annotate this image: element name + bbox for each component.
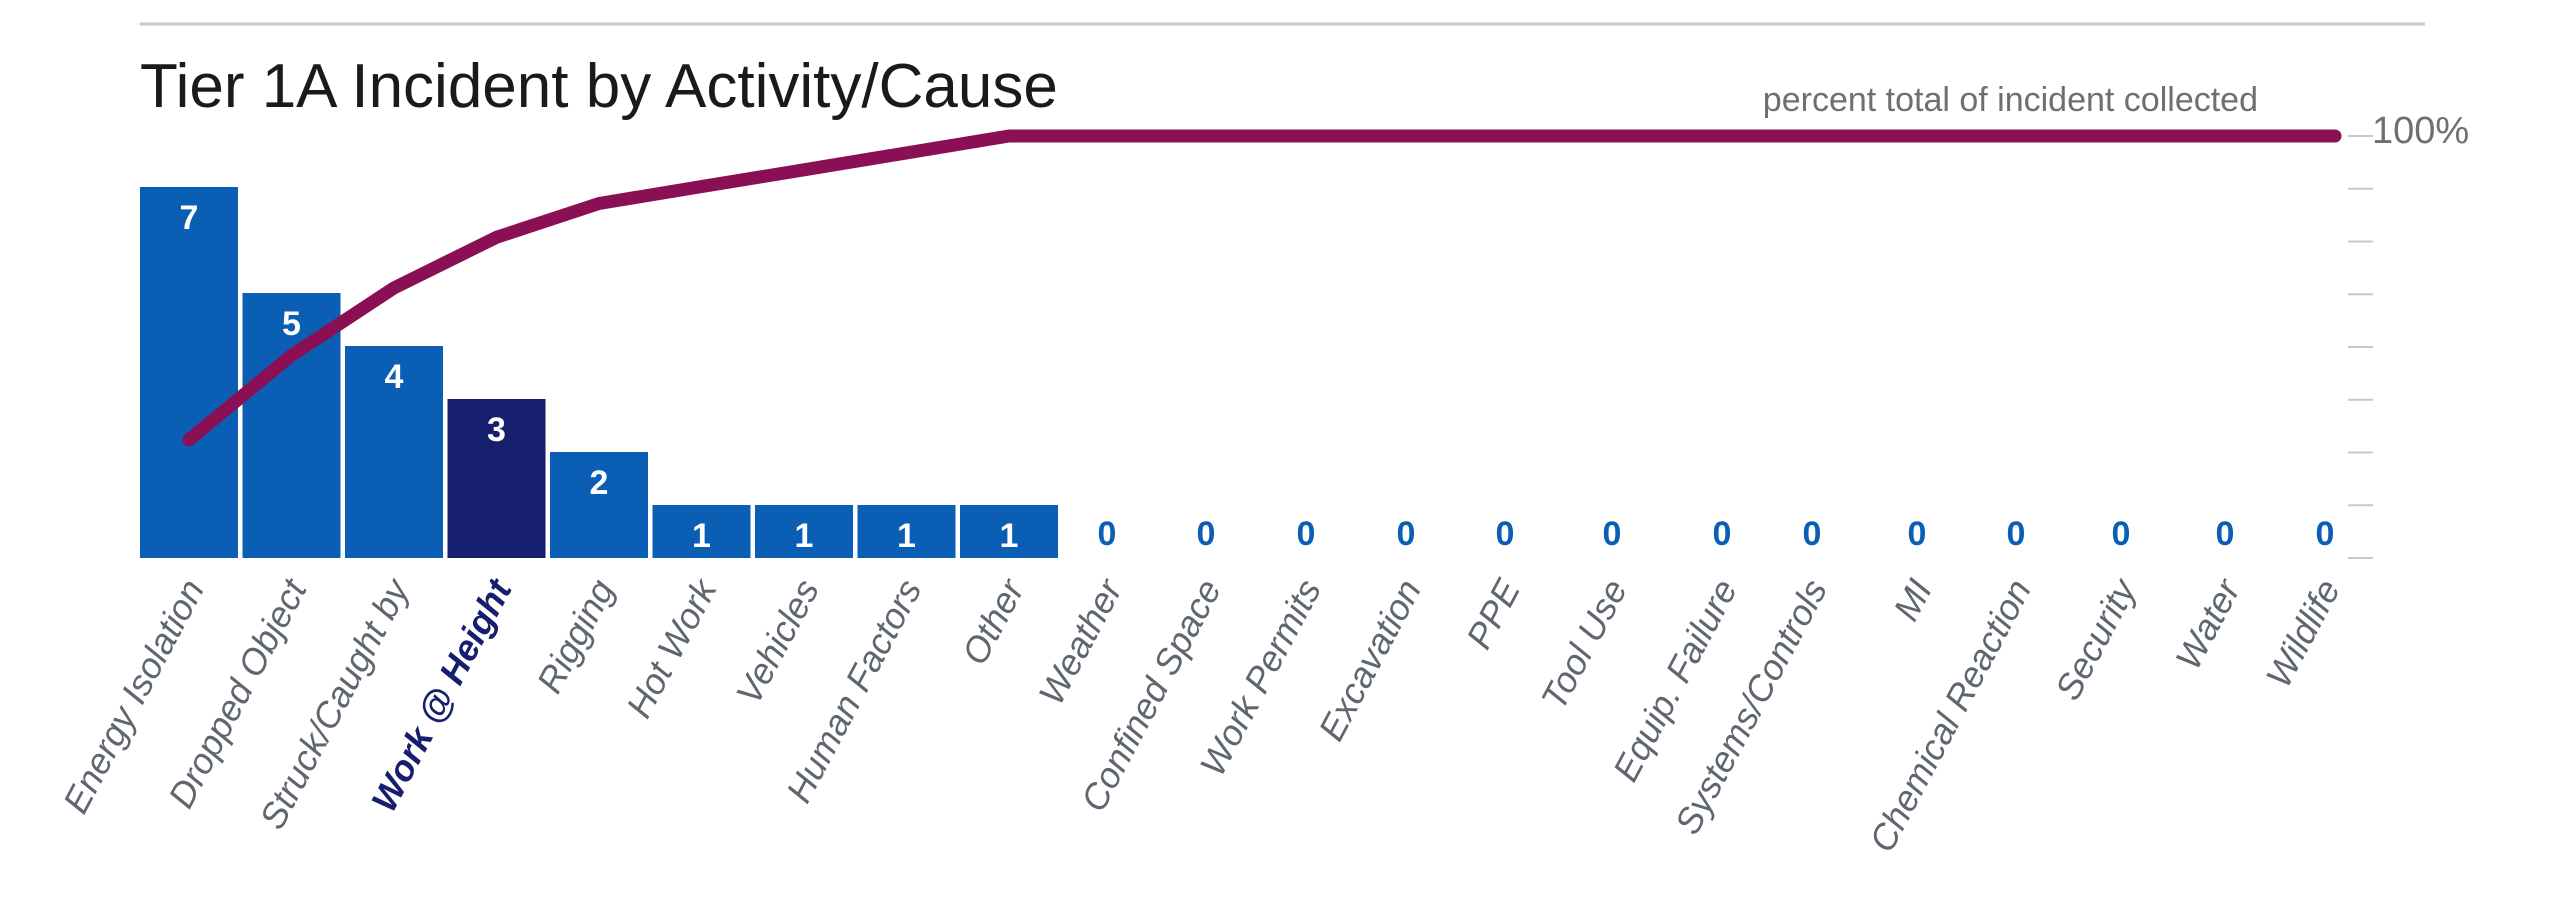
bar-hot-work [652, 505, 751, 558]
category-label: Water [2167, 571, 2249, 676]
bar-human-factors [857, 505, 956, 558]
bar-value-label: 2 [590, 464, 609, 502]
bar-work-height [447, 399, 546, 558]
bar-value-label: 0 [2112, 515, 2131, 553]
bar-struck-caught-by [345, 346, 443, 558]
bar-value-label: 1 [897, 517, 916, 555]
bar-energy-isolation [140, 187, 238, 558]
bar-value-label: 0 [1197, 515, 1216, 553]
bar-value-label: 0 [1098, 515, 1117, 553]
bar-rigging [550, 452, 648, 558]
bar-value-label: 1 [692, 517, 711, 555]
bar-value-label: 0 [1603, 515, 1622, 553]
chart-title: Tier 1A Incident by Activity/Cause [140, 52, 1058, 121]
cumulative-line-group [182, 129, 2342, 447]
bar-value-label: 0 [1803, 515, 1822, 553]
category-label: Security [2047, 571, 2145, 707]
category-label: Vehicles [728, 573, 827, 711]
bar-value-label: 5 [282, 305, 301, 343]
bar-value-label: 0 [1908, 515, 1927, 553]
bar-value-label: 4 [385, 358, 404, 396]
category-label: Chemical Reaction [1861, 573, 2039, 859]
bar-value-label: 0 [2216, 515, 2235, 553]
cumulative-percent-line [182, 129, 2342, 447]
category-label: Excavation [1310, 573, 1429, 748]
category-label: Hot Work [618, 571, 726, 724]
secondary-axis-max-label: 100% [2372, 110, 2469, 152]
bar-value-label: 0 [1397, 515, 1416, 553]
bar-vehicles [755, 505, 853, 558]
bar-value-label: 0 [1713, 515, 1732, 553]
bar-value-label: 0 [1496, 515, 1515, 553]
category-label: Other [954, 571, 1033, 672]
bar-value-label: 3 [487, 411, 506, 449]
secondary-axis-ticks [2348, 135, 2373, 559]
category-label: Tool Use [1533, 573, 1635, 717]
bar-other [960, 505, 1058, 558]
bars-group [140, 187, 1058, 558]
bar-value-label: 0 [2316, 515, 2335, 553]
category-label: Weather [1030, 571, 1131, 712]
bar-value-label: 7 [180, 199, 199, 237]
bar-value-label: 0 [2007, 515, 2026, 553]
bar-value-labels: 7 5 4 3 2 1 1 1 1 0 0 0 0 0 0 0 0 0 0 0 0 0 [180, 199, 2335, 555]
cumulative-line-label: percent total of incident collected [1763, 81, 2258, 119]
bar-value-label: 0 [1297, 515, 1316, 553]
category-label: PPE [1458, 572, 1528, 656]
bar-value-label: 1 [795, 517, 814, 555]
category-label: Rigging [529, 573, 623, 700]
bar-value-label: 1 [1000, 517, 1019, 555]
category-label: Wildlife [2258, 573, 2349, 694]
category-label: MI [1885, 573, 1940, 628]
